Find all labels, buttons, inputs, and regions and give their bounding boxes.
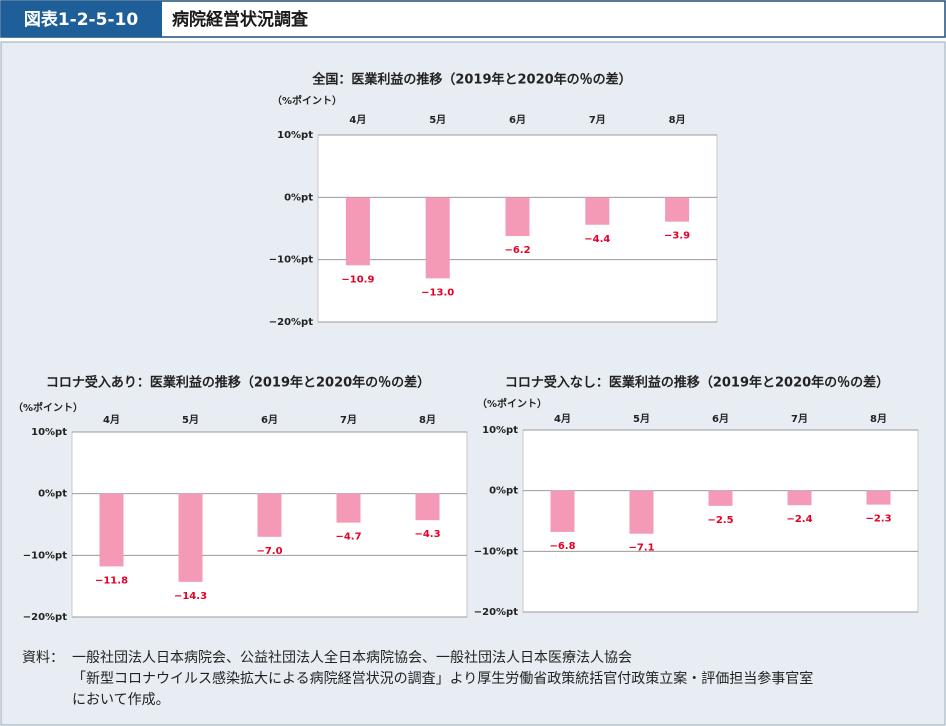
value-label: −2.5	[707, 515, 733, 526]
value-label: −14.3	[174, 591, 207, 602]
y-axis-unit: （%ポイント）	[477, 397, 547, 410]
x-tick-label: 7月	[340, 414, 357, 426]
y-axis-unit: （%ポイント）	[13, 401, 83, 414]
value-label: −13.0	[421, 287, 454, 298]
y-tick-label: −20%pt	[23, 612, 67, 623]
chart-title: 全国：医業利益の推移（2019年と2020年の％の差）	[311, 72, 631, 88]
value-label: −2.3	[865, 514, 891, 525]
bar	[178, 493, 203, 582]
x-tick-label: 6月	[712, 413, 729, 425]
y-tick-label: 0%pt	[489, 486, 518, 497]
bar	[415, 493, 440, 521]
value-label: −6.8	[549, 541, 575, 552]
bar	[629, 490, 654, 534]
y-tick-label: −20%pt	[269, 317, 313, 328]
bar	[336, 493, 361, 523]
value-label: −11.8	[95, 575, 128, 586]
chart-title: コロナ受入あり：医業利益の推移（2019年と2020年の％の差）	[46, 375, 430, 391]
source-line: 一般社団法人日本病院会、公益社団法人全日本病院協会、一般社団法人日本医療法人協会	[72, 649, 632, 666]
x-tick-label: 4月	[554, 413, 571, 425]
value-label: −6.2	[504, 245, 530, 256]
bar	[550, 490, 575, 532]
source-label: 資料：	[22, 650, 64, 666]
y-tick-label: −10%pt	[269, 255, 313, 266]
value-label: −7.1	[628, 543, 654, 554]
source-line: において作成。	[72, 692, 170, 708]
x-tick-label: 8月	[419, 414, 436, 426]
chart-title: コロナ受入なし：医業利益の推移（2019年と2020年の％の差）	[505, 375, 889, 391]
bar	[345, 197, 370, 266]
figure-title: 病院経営状況調査	[172, 9, 309, 30]
y-tick-label: −20%pt	[474, 607, 518, 618]
figure-number: 図表1-2-5-10	[24, 9, 138, 30]
value-label: −2.4	[786, 514, 812, 525]
value-label: −10.9	[341, 274, 374, 285]
x-tick-label: 5月	[633, 413, 650, 425]
value-label: −4.4	[584, 234, 610, 245]
x-tick-label: 8月	[870, 413, 887, 425]
bar	[505, 197, 530, 236]
bar	[425, 197, 450, 279]
bar	[665, 197, 690, 222]
y-tick-label: −10%pt	[23, 550, 67, 561]
x-tick-label: 7月	[791, 413, 808, 425]
value-label: −7.0	[256, 546, 282, 557]
x-tick-label: 6月	[261, 414, 278, 426]
x-tick-label: 7月	[589, 114, 606, 126]
value-label: −3.9	[664, 231, 690, 242]
x-tick-label: 5月	[429, 114, 446, 126]
value-label: −4.3	[414, 529, 440, 540]
bar	[585, 197, 610, 225]
bar	[99, 493, 124, 567]
source-line: 「新型コロナウイルス感染拡大による病院経営状況の調査」より厚生労働省政策統括官付…	[72, 670, 813, 687]
y-tick-label: 10%pt	[31, 427, 67, 438]
x-tick-label: 4月	[349, 114, 366, 126]
plot-area	[522, 429, 919, 613]
x-tick-label: 8月	[669, 114, 686, 126]
x-tick-label: 4月	[103, 414, 120, 426]
y-tick-label: 0%pt	[284, 192, 313, 203]
bar	[708, 490, 733, 506]
y-tick-label: 10%pt	[277, 130, 313, 141]
bar	[866, 490, 891, 505]
value-label: −4.7	[335, 532, 361, 543]
x-tick-label: 5月	[182, 414, 199, 426]
x-tick-label: 6月	[509, 114, 526, 126]
header-label-box	[1, 1, 162, 37]
bar	[787, 490, 812, 506]
bar	[257, 493, 282, 537]
y-axis-unit: （%ポイント）	[272, 94, 342, 107]
y-tick-label: 0%pt	[38, 489, 67, 500]
y-tick-label: 10%pt	[482, 425, 518, 436]
y-tick-label: −10%pt	[474, 546, 518, 557]
